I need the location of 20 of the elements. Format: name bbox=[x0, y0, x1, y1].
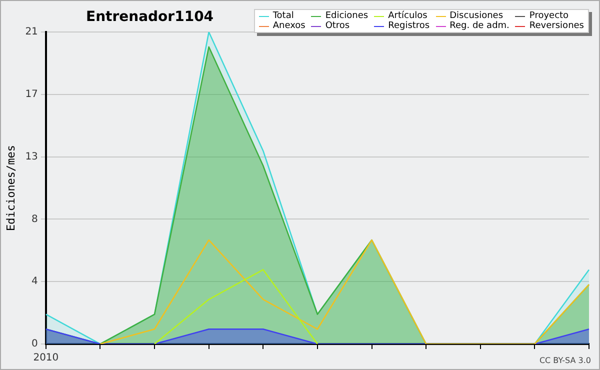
y-axis-title: Ediciones/mes bbox=[4, 144, 18, 232]
legend-label: Ediciones bbox=[325, 11, 368, 21]
legend-label: Discusiones bbox=[450, 11, 504, 21]
legend-label: Artículos bbox=[388, 11, 428, 21]
legend-label: Proyecto bbox=[529, 11, 569, 21]
legend-label: Reg. de adm. bbox=[450, 21, 510, 31]
chart-title: Entrenador1104 bbox=[86, 9, 214, 25]
y-tick-label: 8 bbox=[32, 214, 38, 225]
y-tick-label: 17 bbox=[25, 88, 38, 100]
y-tick-label: 4 bbox=[32, 276, 38, 288]
legend-label: Anexos bbox=[272, 21, 306, 31]
y-tick-label: 21 bbox=[25, 26, 38, 38]
y-tick-label: 0 bbox=[32, 338, 38, 350]
legend-label: Otros bbox=[325, 21, 350, 31]
text: CC BY-SA 3.0 bbox=[539, 356, 591, 365]
legend-label: Total bbox=[272, 11, 294, 21]
y-tick-label: 13 bbox=[25, 151, 38, 162]
x-tick-label: 2010 bbox=[33, 352, 59, 364]
legend-label: Reversiones bbox=[529, 21, 584, 31]
legend-label: Registros bbox=[388, 21, 430, 31]
